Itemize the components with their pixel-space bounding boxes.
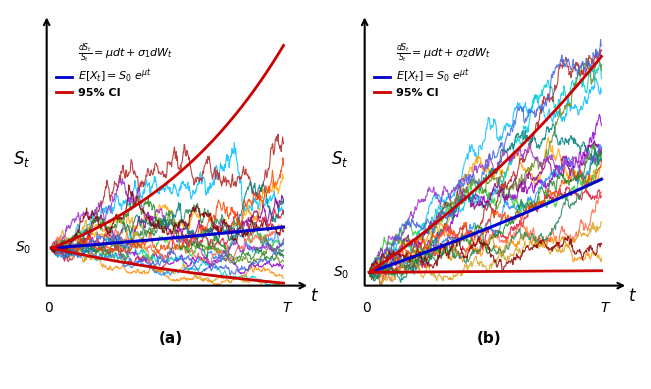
Text: $T$: $T$ [282, 301, 294, 315]
Text: $S_0$: $S_0$ [16, 240, 32, 256]
Text: (b): (b) [477, 331, 501, 346]
Text: $0$: $0$ [44, 301, 54, 315]
Text: $S_0$: $S_0$ [333, 264, 350, 280]
Legend: $\frac{dS_t}{S_t} = \mu dt + \sigma_2 dW_t$, $E[X_t] = S_0\ e^{\mu t}$, 95% CI: $\frac{dS_t}{S_t} = \mu dt + \sigma_2 dW… [370, 38, 494, 102]
Text: $S_t$: $S_t$ [13, 149, 31, 169]
Legend: $\frac{dS_t}{S_t} = \mu dt + \sigma_1 dW_t$, $E[X_t] = S_0\ e^{\mu t}$, 95% CI: $\frac{dS_t}{S_t} = \mu dt + \sigma_1 dW… [52, 38, 176, 102]
Text: $T$: $T$ [600, 301, 611, 315]
Text: $S_t$: $S_t$ [331, 149, 348, 169]
Text: $0$: $0$ [362, 301, 372, 315]
Text: (a): (a) [159, 331, 183, 346]
Text: $t$: $t$ [311, 287, 320, 305]
Text: $t$: $t$ [628, 287, 637, 305]
